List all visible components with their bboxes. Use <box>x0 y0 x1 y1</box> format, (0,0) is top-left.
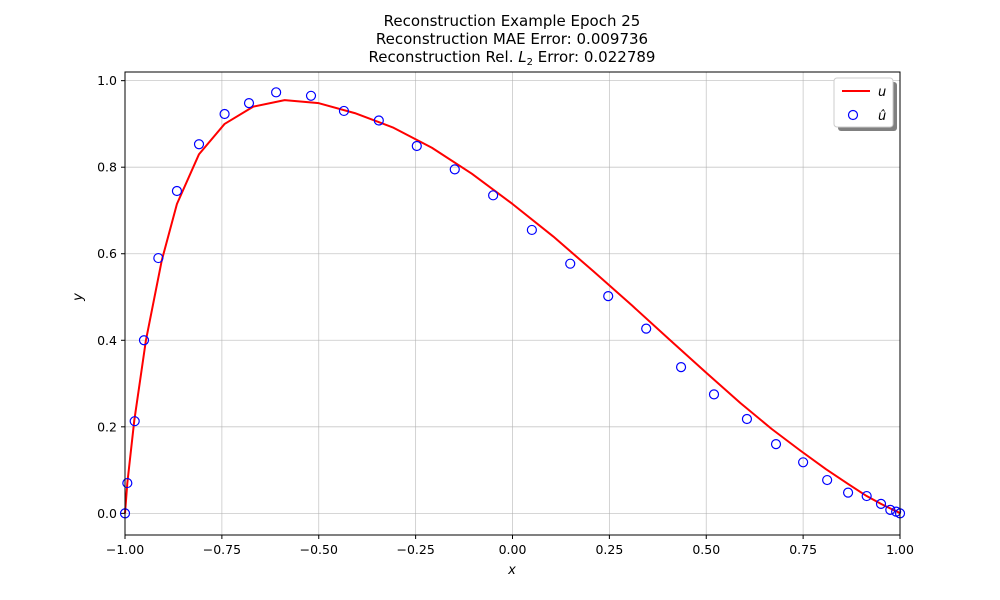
data-point <box>675 362 687 373</box>
data-point <box>526 224 537 236</box>
x-tick-label: −0.25 <box>396 542 434 557</box>
data-point <box>219 108 230 120</box>
x-tick-label: −0.75 <box>203 542 241 557</box>
series-u-path <box>124 99 901 515</box>
y-tick-label: 0.6 <box>97 246 117 261</box>
x-axis-label: x <box>507 563 516 578</box>
data-point <box>770 439 782 450</box>
title-l2-prefix: Reconstruction Rel. <box>369 48 519 66</box>
data-point <box>822 474 833 486</box>
data-point <box>129 416 140 427</box>
x-axis-ticks: −1.00 −0.75 −0.50 −0.25 0.00 0.25 0.50 0.75 1.00 <box>106 535 914 557</box>
y-axis-ticks: 0.0 0.2 0.4 0.6 0.8 1.0 <box>97 73 125 521</box>
data-point <box>411 140 422 152</box>
data-point <box>861 490 872 502</box>
title-l2-subscript: 2 <box>527 57 533 68</box>
data-point <box>243 98 255 109</box>
data-point <box>373 115 384 126</box>
data-point <box>875 498 887 509</box>
x-tick-label: 0.25 <box>595 542 623 557</box>
x-tick-label: 1.00 <box>886 542 914 557</box>
data-point <box>565 258 576 269</box>
y-tick-label: 0.8 <box>97 160 117 175</box>
data-point <box>193 139 205 150</box>
legend-u-hat-label: û <box>878 109 886 124</box>
x-tick-label: −1.00 <box>106 542 144 557</box>
data-point <box>741 413 753 425</box>
data-point <box>153 252 164 264</box>
series-u-line <box>124 99 901 515</box>
data-point <box>305 90 317 101</box>
x-tick-label: 0.75 <box>789 542 817 557</box>
data-point <box>708 389 720 400</box>
data-point <box>603 291 614 302</box>
grid <box>124 72 901 535</box>
y-tick-label: 0.2 <box>97 419 117 434</box>
legend: u û <box>833 77 897 131</box>
chart-title-line-2: Reconstruction MAE Error: 0.009736 <box>376 30 648 48</box>
title-l2-symbol: L <box>518 48 526 66</box>
legend-u-label: u <box>878 85 886 100</box>
data-point <box>171 185 183 197</box>
data-point <box>798 457 809 468</box>
y-axis-label: y <box>71 293 86 302</box>
x-tick-label: −0.50 <box>300 542 338 557</box>
y-tick-label: 0.0 <box>97 506 117 521</box>
y-tick-label: 1.0 <box>97 73 117 88</box>
data-point <box>641 323 652 334</box>
data-point <box>122 477 133 489</box>
data-point <box>449 164 460 175</box>
x-tick-label: 0.00 <box>499 542 527 557</box>
legend-u-hat-swatch <box>847 109 859 121</box>
series-u-hat-points <box>119 87 906 519</box>
data-point <box>488 190 499 201</box>
data-point <box>271 87 282 98</box>
data-point <box>842 487 854 498</box>
x-tick-label: 0.50 <box>692 542 720 557</box>
data-point <box>885 504 896 516</box>
data-point <box>138 335 150 346</box>
title-l2-suffix: Error: 0.022789 <box>533 48 655 66</box>
chart-title-line-3: Reconstruction Rel. L2 Error: 0.022789 <box>369 48 656 68</box>
y-tick-label: 0.4 <box>97 333 117 348</box>
data-point <box>338 105 350 117</box>
chart-title-line-1: Reconstruction Example Epoch 25 <box>384 12 641 30</box>
